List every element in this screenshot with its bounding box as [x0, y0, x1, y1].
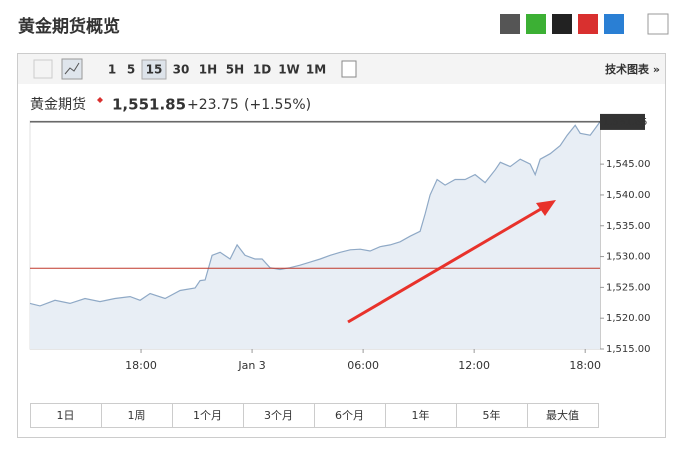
tech-chart-link[interactable]: 技术图表 »: [605, 62, 660, 76]
area-fill: [30, 121, 600, 350]
range-button-label[interactable]: 6个月: [335, 409, 364, 422]
range-button-label[interactable]: 最大值: [546, 408, 579, 422]
interval-selected: [141, 59, 167, 80]
range-button-label[interactable]: 1周: [128, 409, 146, 422]
range-button[interactable]: [527, 403, 599, 428]
interval-button[interactable]: 1D: [253, 63, 271, 77]
page-title: 黄金期货概览: [18, 16, 120, 37]
qq-icon[interactable]: [552, 14, 572, 34]
annotation-arrow: [347, 204, 547, 324]
change: +23.75: [187, 97, 239, 113]
y-tick-label: 1,530.00: [606, 252, 651, 263]
share-icons: [500, 13, 669, 35]
y-tick-label: 1,540.00: [606, 190, 651, 201]
range-button[interactable]: [456, 403, 528, 428]
change-percent: (+1.55%): [244, 97, 311, 113]
last-price-tag: [600, 113, 645, 130]
last-price-label: 1,551.85: [603, 117, 648, 128]
y-tick-label: 1,520.00: [606, 313, 651, 324]
range-button-label[interactable]: 5年: [483, 408, 501, 422]
range-button[interactable]: [243, 403, 315, 428]
interval-button[interactable]: 1: [108, 63, 116, 77]
range-button[interactable]: [172, 403, 244, 428]
interval-button[interactable]: 5H: [226, 63, 244, 77]
price: 1,551.85: [112, 96, 186, 114]
info-icon[interactable]: [647, 13, 669, 35]
mail-icon[interactable]: [500, 14, 520, 34]
y-tick-label: 1,545.00: [606, 159, 651, 170]
x-tick-label: 18:00: [125, 359, 157, 372]
y-tick-label: 1,515.00: [606, 344, 651, 355]
y-tick-label: 1,525.00: [606, 282, 651, 293]
range-button[interactable]: [385, 403, 457, 428]
interval-button[interactable]: 5: [127, 63, 135, 77]
interval-button[interactable]: 30: [173, 63, 190, 77]
y-tick-label: 1,535.00: [606, 221, 651, 232]
settings-button[interactable]: [341, 60, 357, 78]
instrument-name: 黄金期货: [30, 96, 86, 113]
price-line: [29, 121, 601, 307]
range-button-label[interactable]: 3个月: [264, 409, 293, 422]
interval-button[interactable]: 1M: [306, 63, 326, 77]
up-indicator: [97, 97, 103, 103]
interval-button[interactable]: 15: [146, 63, 163, 77]
wechat-icon[interactable]: [526, 14, 546, 34]
x-tick-label: 06:00: [347, 359, 379, 372]
weibo-icon[interactable]: [578, 14, 598, 34]
range-button-label[interactable]: 1年: [412, 408, 430, 422]
range-button-label[interactable]: 1个月: [193, 409, 222, 422]
x-tick-label: 18:00: [569, 359, 601, 372]
x-tick-label: Jan 3: [237, 359, 265, 372]
annotation-arrowhead: [536, 200, 556, 216]
interval-button[interactable]: 1H: [199, 63, 217, 77]
favorite-icon[interactable]: [604, 14, 624, 34]
line-button-icon: [64, 62, 80, 75]
candle-button[interactable]: [33, 59, 53, 79]
range-button-label[interactable]: 1日: [57, 409, 75, 422]
interval-button[interactable]: 1W: [278, 63, 300, 77]
x-tick-label: 12:00: [458, 359, 490, 372]
range-button[interactable]: [101, 403, 173, 428]
